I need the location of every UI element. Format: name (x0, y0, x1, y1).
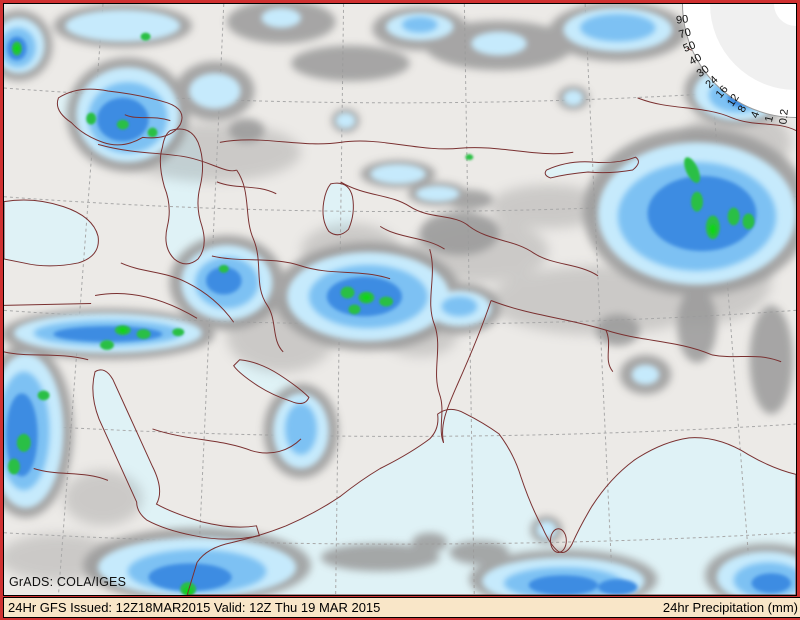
footer-bar: 24Hr GFS Issued: 12Z18MAR2015 Valid: 12Z… (3, 597, 800, 618)
map-canvas: 0.2 1 4 8 12 16 24 30 40 50 70 90 GrADS:… (3, 3, 797, 596)
issued-valid-text: 24Hr GFS Issued: 12Z18MAR2015 Valid: 12Z… (8, 600, 381, 615)
grads-credit: GrADS: COLA/IGES (9, 575, 127, 589)
precip-color-scale: 0.2 1 4 8 12 16 24 30 40 50 70 90 (675, 4, 796, 125)
precip-units-label: 24hr Precipitation (mm) (662, 600, 798, 615)
precip-green-layer (7, 32, 755, 595)
coastlines-borders (4, 48, 796, 595)
scale-label: 0.2 (777, 108, 791, 125)
precipitation-map (4, 4, 796, 595)
